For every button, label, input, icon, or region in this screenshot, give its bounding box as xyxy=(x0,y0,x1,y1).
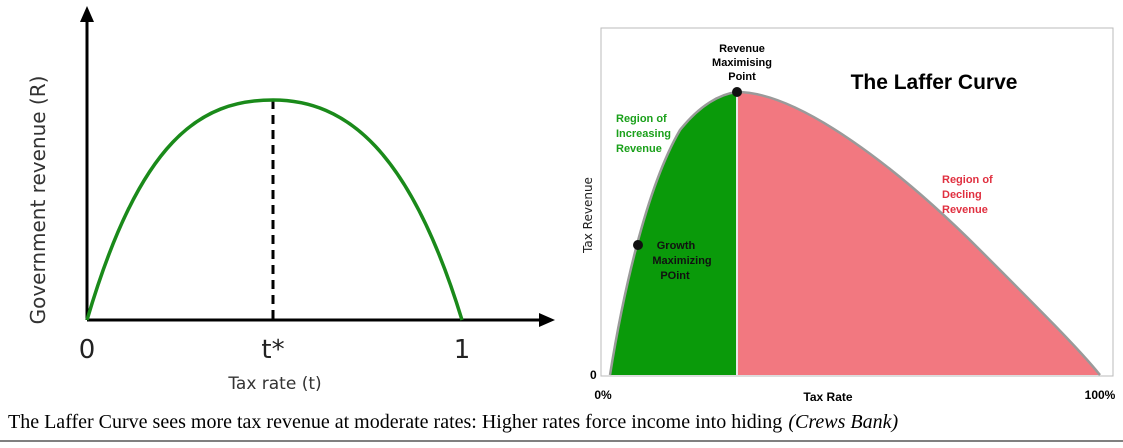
declining-label: Revenue xyxy=(942,204,988,216)
curve xyxy=(85,98,464,321)
x-tick-label: 1 xyxy=(454,335,471,365)
declining-label: Region of xyxy=(942,174,993,186)
increasing-region xyxy=(610,92,737,375)
declining-label: Decling xyxy=(942,189,982,201)
growth-label: POint xyxy=(660,270,690,282)
peak-label: Revenue xyxy=(719,43,765,55)
origin-label: 0 xyxy=(590,368,597,382)
right-panel: Revenue Maximising Point The Laffer Curv… xyxy=(581,27,1116,404)
arrow xyxy=(80,6,94,22)
y-axis-label: Government revenue (R) xyxy=(26,76,50,325)
x-end-label: 100% xyxy=(1085,388,1116,402)
x-tick-label: 0 xyxy=(79,335,96,365)
declining-region xyxy=(737,92,1100,375)
increasing-label: Increasing xyxy=(616,128,671,140)
arrow xyxy=(539,313,555,327)
peak-label: Maximising xyxy=(712,57,772,69)
x-axis-label: Tax rate (t) xyxy=(227,374,321,394)
growth-label: Maximizing xyxy=(652,255,711,267)
caption-source: (Crews Bank) xyxy=(788,411,898,433)
caption: The Laffer Curve sees more tax revenue a… xyxy=(8,411,898,433)
left-panel: Government revenue (R) 0 t* 1 Tax rate (… xyxy=(26,6,555,394)
x-axis-label: Tax Rate xyxy=(803,390,852,404)
x-start-label: 0% xyxy=(594,388,612,402)
increasing-label: Revenue xyxy=(616,143,662,155)
caption-text: The Laffer Curve sees more tax revenue a… xyxy=(8,411,782,433)
peak-label: Point xyxy=(728,71,756,83)
x-tick-label: t* xyxy=(261,335,284,365)
increasing-label: Region of xyxy=(616,113,667,125)
growth-point xyxy=(633,240,643,250)
curve xyxy=(608,90,1101,376)
title: The Laffer Curve xyxy=(851,71,1018,94)
peak-point xyxy=(732,87,742,97)
y-axis-label: Tax Revenue xyxy=(581,177,595,254)
growth-label: Growth xyxy=(657,240,696,252)
